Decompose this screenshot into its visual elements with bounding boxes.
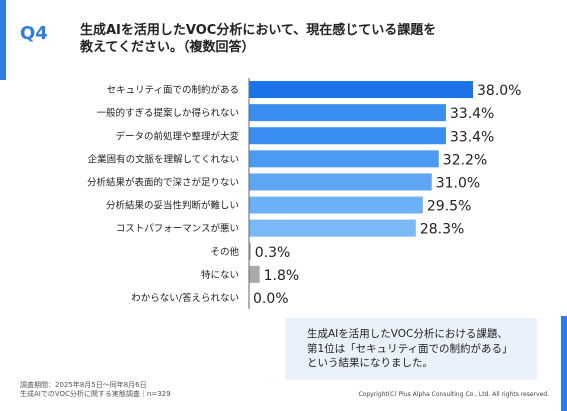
survey-info: 調査期間：2025年8月5日～同年8月6日 生成AIでのVOC分析に関する実態調…: [20, 381, 171, 399]
bar: [249, 242, 251, 260]
survey-period: 調査期間：2025年8月5日～同年8月6日: [20, 381, 147, 389]
value-label: 33.4%: [450, 129, 494, 145]
survey-name: 生成AIでのVOC分析に関する実態調査｜n=329: [20, 390, 171, 398]
bar: [249, 219, 416, 237]
copyright: Copyright(C) Plus Alpha Consulting Co., …: [358, 391, 549, 398]
accent-bar-bottom: [561, 316, 567, 411]
category-label: 一般的すぎる提案しか得られない: [96, 107, 239, 119]
value-label: 0.0%: [253, 291, 289, 307]
category-label: データの前処理や整理が大変: [115, 130, 239, 142]
summary-box: 生成AIを活用したVOC分析における課題、 第1位は「セキュリティ面での制約があ…: [285, 318, 537, 380]
category-label: 分析結果の妥当性判断が難しい: [106, 200, 239, 212]
value-label: 33.4%: [450, 106, 494, 122]
bar: [249, 196, 423, 214]
value-label: 28.3%: [420, 222, 464, 238]
category-label: 分析結果が表面的で深さが足りない: [87, 176, 239, 188]
category-label: セキュリティ面での制約がある: [107, 84, 239, 96]
summary-line2: 第1位は「セキュリティ面での制約がある」: [307, 342, 513, 355]
bar: [249, 265, 260, 283]
value-label: 31.0%: [436, 175, 480, 191]
summary-line3: という結果になりました。: [307, 357, 433, 369]
bar: [249, 81, 473, 99]
bar: [249, 150, 439, 168]
value-label: 29.5%: [427, 199, 471, 215]
summary-line1: 生成AIを活用したVOC分析における課題、: [307, 328, 508, 340]
category-label: わからない/答えられない: [131, 292, 239, 304]
question-number: Q4: [20, 23, 48, 44]
bar: [249, 127, 446, 145]
question-title-line1: 生成AIを活用したVOC分析において、現在感じている課題を: [80, 23, 437, 38]
question-title-line2: 教えてください。（複数回答）: [80, 40, 255, 55]
question-title: 生成AIを活用したVOC分析において、現在感じている課題を 教えてください。（複…: [80, 22, 436, 56]
accent-bar-top: [0, 0, 6, 80]
bar: [249, 173, 432, 191]
value-label: 32.2%: [443, 152, 487, 168]
value-label: 1.8%: [264, 268, 300, 284]
category-label: 企業固有の文脈を理解してくれない: [88, 153, 239, 165]
value-label: 38.0%: [477, 83, 521, 99]
value-label: 0.3%: [255, 245, 291, 261]
bar: [249, 104, 446, 122]
category-label: その他: [210, 246, 239, 258]
category-label: 特にない: [201, 269, 239, 281]
category-label: コストパフォーマンスが悪い: [116, 223, 239, 235]
